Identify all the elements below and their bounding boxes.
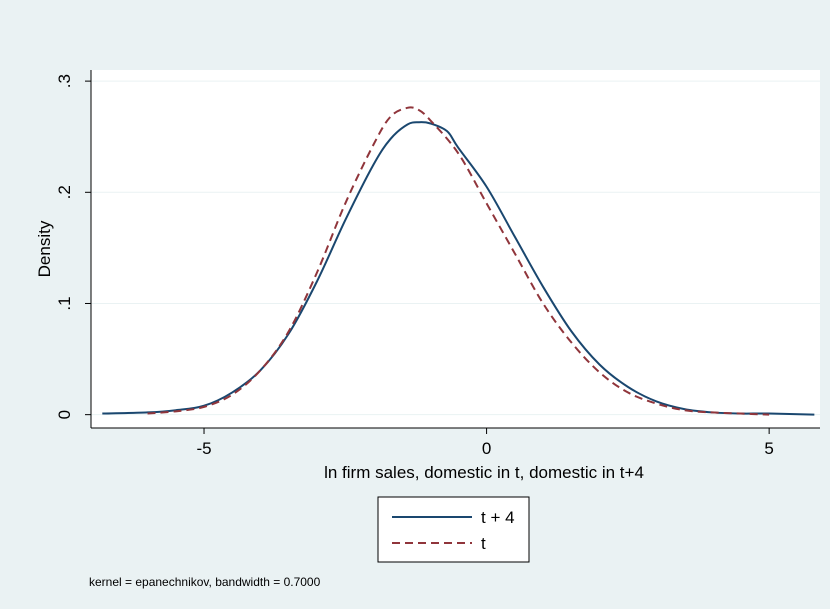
x-tick-label-0: -5	[196, 439, 211, 458]
series-group	[102, 106, 815, 416]
y-tick-label-0: 0	[55, 410, 74, 419]
y-tick-label-1: .1	[55, 296, 74, 310]
legend-box	[377, 496, 530, 563]
legend-label-series-1: t	[481, 534, 486, 553]
y-ticks: 0 .1 .2 .3	[55, 74, 91, 419]
y-tick-label-3: .3	[55, 74, 74, 88]
plot-background	[91, 70, 820, 428]
x-ticks: -5 0 5	[196, 428, 774, 458]
legend-label-series-0: t + 4	[481, 508, 515, 527]
series-line-1	[147, 106, 770, 416]
y-axis-label: Density	[35, 220, 54, 277]
x-axis-label: ln firm sales, domestic in t, domestic i…	[324, 463, 644, 482]
kernel-note: kernel = epanechnikov, bandwidth = 0.700…	[89, 575, 321, 589]
y-tick-label-2: .2	[55, 185, 74, 199]
grid-lines	[91, 80, 820, 416]
x-tick-label-1: 0	[482, 439, 491, 458]
legend: t + 4 t	[377, 496, 530, 563]
axes	[90, 70, 820, 429]
x-tick-label-2: 5	[764, 439, 773, 458]
